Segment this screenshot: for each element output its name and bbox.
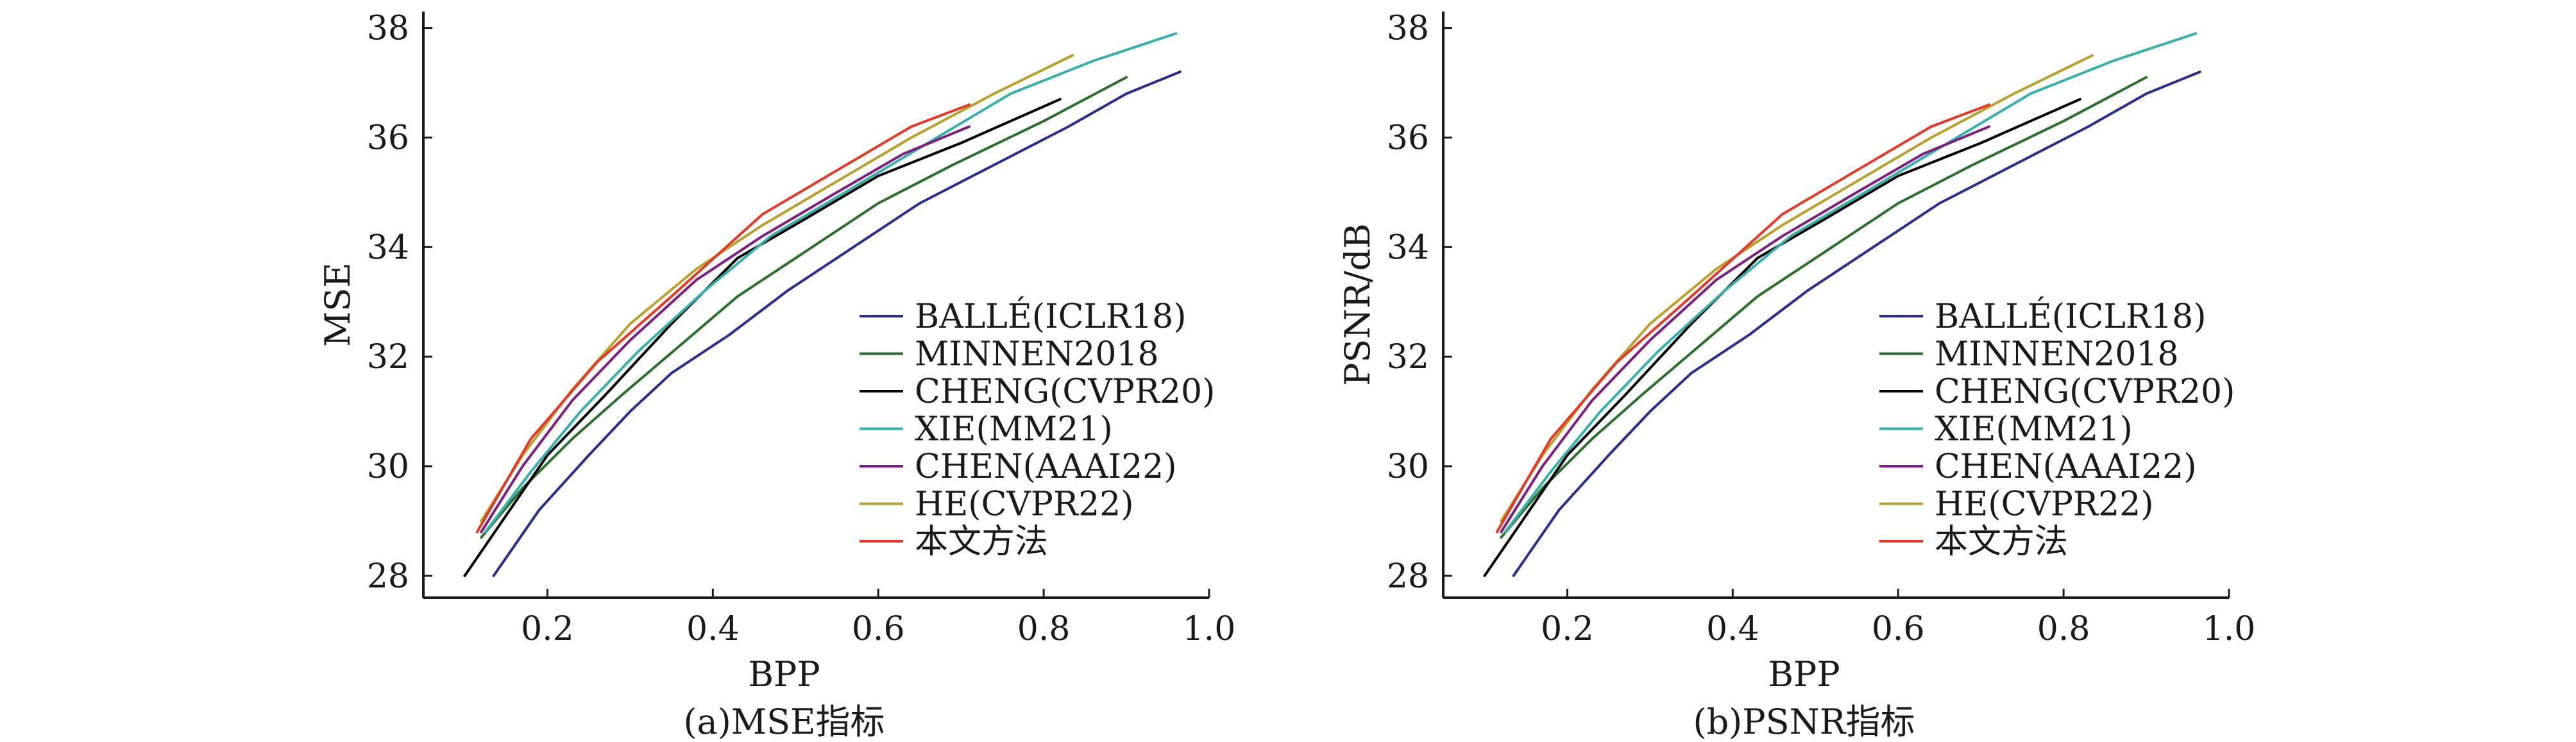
panel-a-legend: BALLÉ(ICLR18)MINNEN2018CHENG(CVPR20)XIE(… <box>860 296 1215 561</box>
panel-a-series-line <box>480 76 1128 539</box>
panel-a-chart: 0.2 0.4 0.6 0.8 1.0 28 30 32 34 36 38 BPP MSE (a)MSE指… <box>318 10 1235 742</box>
panel-a-y-tick-label: 30 <box>367 448 409 486</box>
panel-a-series-line <box>480 125 971 534</box>
panel-a-caption: (a)MSE指标 <box>683 702 885 742</box>
panel-b-series-line <box>1500 76 2148 539</box>
panel-b-x-axis-label: BPP <box>1768 654 1840 695</box>
panel-a-x-tick-label: 0.6 <box>852 610 905 648</box>
panel-a-legend-label: CHENG(CVPR20) <box>915 373 1215 411</box>
panel-b-series-line <box>1500 125 1991 534</box>
panel-a-x-tick-label: 0.2 <box>521 610 574 648</box>
panel-a-legend-label: 本文方法 <box>915 523 1048 561</box>
panel-b-series-line <box>1504 32 2198 534</box>
panel-b-legend-label: XIE(MM21) <box>1935 410 2133 449</box>
panel-b-y-axis-label: PSNR/dB <box>1337 223 1378 386</box>
panel-b-legend-label: MINNEN2018 <box>1935 335 2179 374</box>
panel-a-y-tick-label: 38 <box>367 10 409 48</box>
panel-a-series-line <box>484 32 1178 534</box>
panel-a-legend-label: XIE(MM21) <box>915 410 1113 449</box>
panel-b-x-tick-label: 0.8 <box>2037 610 2090 648</box>
panel-b-legend-label: CHENG(CVPR20) <box>1935 373 2235 411</box>
panel-b-x-tick-label: 0.6 <box>1872 610 1925 648</box>
panel-a-y-tick-label: 36 <box>367 119 409 157</box>
panel-a-series-line <box>475 103 971 534</box>
panel-b-series-line <box>1495 103 1991 534</box>
panel-a-series-line <box>480 54 1074 523</box>
panel-b-chart: 0.2 0.4 0.6 0.8 1.0 28 30 32 34 36 38 BPP PSNR/dB (b)… <box>1337 10 2255 742</box>
panel-a-x-tick-label: 1.0 <box>1183 610 1236 648</box>
panel-a-series-line <box>492 71 1182 577</box>
panel-a-x-tick-label: 0.4 <box>686 610 740 648</box>
panel-a-x-tick-label: 0.8 <box>1017 610 1071 648</box>
panel-b-legend-label: 本文方法 <box>1935 523 2068 561</box>
panel-b-series-line <box>1500 54 2094 523</box>
panel-a-y-tick-label: 28 <box>367 557 409 596</box>
panel-b-legend-label: CHEN(AAAI22) <box>1935 448 2197 486</box>
panel-b-legend-label: BALLÉ(ICLR18) <box>1935 296 2207 336</box>
panel-a-legend-label: HE(CVPR22) <box>915 485 1134 524</box>
panel-a-legend-label: MINNEN2018 <box>915 335 1159 374</box>
panel-b-y-tick-label: 32 <box>1387 338 1429 376</box>
panel-b-x-tick-label: 0.2 <box>1541 610 1594 648</box>
panel-b-x-tick-label: 0.4 <box>1706 610 1759 648</box>
panel-b-caption: (b)PSNR指标 <box>1693 702 1915 742</box>
panel-b-legend: BALLÉ(ICLR18)MINNEN2018CHENG(CVPR20)XIE(… <box>1879 296 2235 561</box>
panel-b-legend-label: HE(CVPR22) <box>1935 485 2154 524</box>
panel-b-series-line <box>1512 71 2201 577</box>
panel-a-y-tick-label: 34 <box>367 228 409 267</box>
panel-a-legend-label: CHEN(AAAI22) <box>915 448 1177 486</box>
panel-b-y-tick-label: 34 <box>1387 228 1429 267</box>
panel-a-y-axis-label: MSE <box>318 262 358 347</box>
panel-b-y-tick-label: 30 <box>1387 448 1429 486</box>
panel-a-x-axis-label: BPP <box>748 654 820 695</box>
panel-b-x-tick-label: 1.0 <box>2203 610 2256 648</box>
panel-a-y-tick-label: 32 <box>367 338 409 376</box>
panel-a-legend-label: BALLÉ(ICLR18) <box>915 296 1187 336</box>
panel-b-y-tick-label: 38 <box>1387 10 1429 48</box>
panel-b-y-tick-label: 28 <box>1387 557 1429 596</box>
panel-b-y-tick-label: 36 <box>1387 119 1429 157</box>
